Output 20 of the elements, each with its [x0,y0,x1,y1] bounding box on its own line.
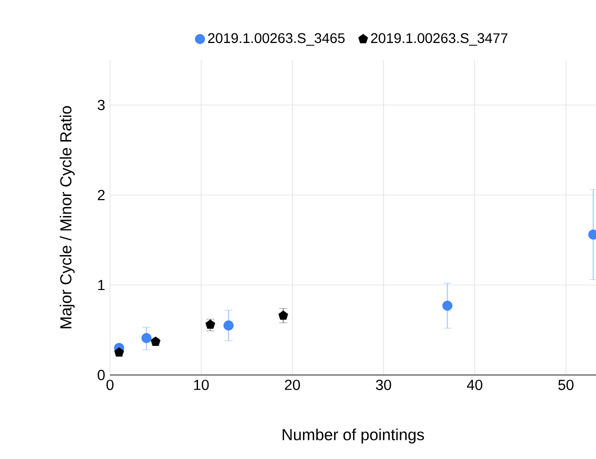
y-tick-label: 3 [98,100,105,110]
point [141,333,152,344]
x-tick-label: 0 [106,380,114,390]
point [223,320,234,331]
x-tick-label: 30 [376,380,392,390]
point [442,300,452,311]
point [278,310,288,320]
x-tick-label: 10 [194,380,209,390]
x-axis-title: Number of pointings [282,428,424,444]
y-tick-label: 1 [98,280,105,290]
y-axis-title: Major Cycle / Minor Cycle Ratio [60,106,75,328]
x-tick-label: 40 [466,380,482,390]
point [114,347,124,357]
y-tick-label: 2 [98,190,105,200]
legend-label: 2019.1.00263.S_3477 [371,33,508,46]
x-tick-label: 20 [284,380,300,390]
y-tick-label: 0 [98,370,105,380]
x-tick-label: 50 [558,380,574,390]
point [205,320,216,329]
legend-label: 2019.1.00263.S_3465 [208,33,345,46]
